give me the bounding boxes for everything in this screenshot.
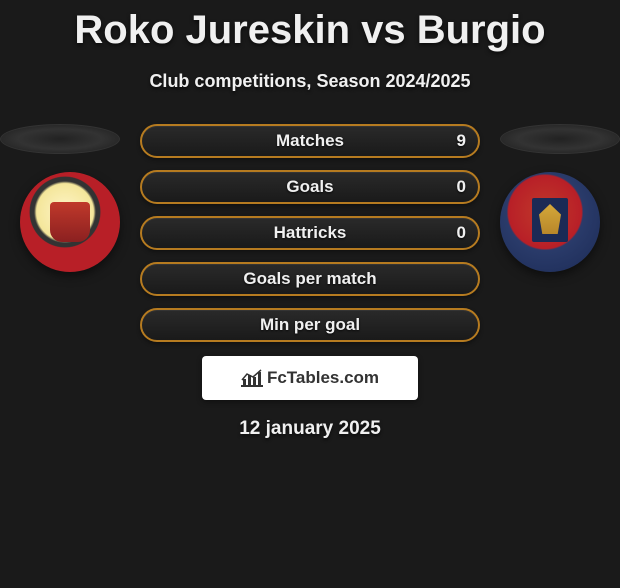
comparison-area: Matches 9 Goals 0 Hattricks 0 Goals per …	[0, 124, 620, 440]
brand-badge[interactable]: FcTables.com	[202, 356, 418, 400]
shadow-left	[0, 124, 120, 154]
stat-label: Goals per match	[243, 269, 376, 289]
stat-label: Matches	[276, 131, 344, 151]
stat-label: Hattricks	[274, 223, 347, 243]
stats-pills: Matches 9 Goals 0 Hattricks 0 Goals per …	[140, 124, 480, 342]
stat-value: 9	[457, 131, 466, 151]
date-line: 12 january 2025	[0, 418, 620, 440]
stat-pill-goals-per-match: Goals per match	[140, 262, 480, 296]
stat-label: Goals	[286, 177, 333, 197]
stat-pill-goals: Goals 0	[140, 170, 480, 204]
brand-chart-icon	[241, 369, 263, 387]
team-logo-right	[500, 172, 600, 272]
team-logo-left	[20, 172, 120, 272]
shadow-right	[500, 124, 620, 154]
stat-pill-hattricks: Hattricks 0	[140, 216, 480, 250]
stat-pill-min-per-goal: Min per goal	[140, 308, 480, 342]
stat-value: 0	[457, 223, 466, 243]
stat-pill-matches: Matches 9	[140, 124, 480, 158]
stat-value: 0	[457, 177, 466, 197]
page-title: Roko Jureskin vs Burgio	[0, 8, 620, 53]
subtitle: Club competitions, Season 2024/2025	[0, 71, 620, 92]
brand-text: FcTables.com	[267, 368, 379, 388]
stat-label: Min per goal	[260, 315, 360, 335]
